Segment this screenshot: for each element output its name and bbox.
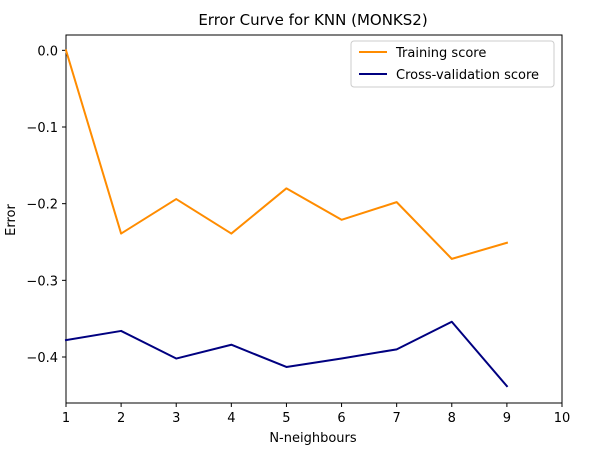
legend: Training score Cross-validation score — [350, 40, 555, 88]
data-point — [285, 366, 288, 368]
y-axis-ticks: 0.0 −0.1 −0.2 −0.3 −0.4 — [26, 44, 66, 366]
data-point — [340, 218, 343, 221]
data-point — [175, 357, 178, 360]
data-point — [175, 198, 178, 200]
data-point — [65, 339, 67, 341]
legend-label: Cross-validation score — [396, 68, 539, 83]
x-tick-label: 10 — [554, 411, 571, 426]
series-line-cross-validation-score — [64, 320, 509, 388]
y-tick-label: −0.4 — [26, 351, 58, 366]
x-tick-label: 4 — [227, 411, 235, 426]
x-tick-label: 9 — [503, 411, 511, 426]
data-point — [450, 258, 453, 260]
x-axis-ticks: 1 2 3 4 5 6 7 8 9 10 — [62, 403, 570, 426]
data-point — [450, 320, 453, 323]
x-tick-label: 7 — [393, 411, 401, 426]
y-tick-label: 0.0 — [37, 44, 58, 59]
legend-label: Training score — [395, 46, 486, 61]
x-tick-label: 5 — [282, 411, 290, 426]
x-tick-label: 1 — [62, 411, 70, 426]
plot-frame — [65, 34, 563, 404]
series-lines — [64, 49, 509, 388]
y-tick-label: −0.2 — [26, 198, 58, 213]
data-point — [395, 201, 398, 203]
chart-title: Error Curve for KNN (MONKS2) — [198, 11, 427, 29]
data-point — [506, 241, 508, 244]
y-axis-label: Error — [4, 204, 19, 236]
legend-box — [350, 40, 555, 88]
y-tick-label: −0.1 — [26, 121, 58, 136]
data-point — [230, 343, 233, 346]
data-point — [340, 357, 343, 360]
x-tick-label: 6 — [337, 411, 345, 426]
data-point — [395, 348, 398, 351]
x-tick-label: 2 — [117, 411, 125, 426]
x-tick-label: 8 — [448, 411, 456, 426]
data-point — [285, 187, 288, 190]
data-point — [120, 232, 122, 235]
x-axis-label: N-neighbours — [269, 431, 357, 446]
data-point — [506, 385, 508, 387]
data-point — [120, 330, 122, 332]
data-point — [65, 49, 67, 52]
data-point — [230, 232, 233, 235]
y-tick-label: −0.3 — [26, 274, 58, 289]
plot-area — [65, 34, 563, 404]
x-tick-label: 3 — [172, 411, 180, 426]
